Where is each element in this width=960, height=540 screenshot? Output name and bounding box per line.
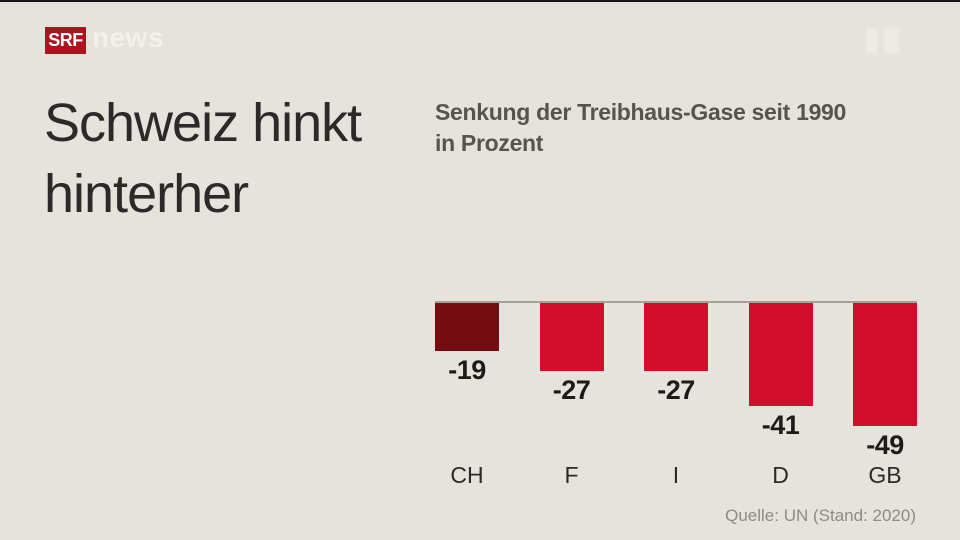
chart-title-line2: in Prozent [435,130,544,156]
category-label-ch: CH [450,462,484,488]
srf-logo: SRF [45,27,86,54]
srf-logo-text: SRF [48,30,83,50]
bar-i [644,303,708,371]
chart-bars: -19 -27 -27 -41 -49 [435,303,917,461]
bar-column-ch: -19 [435,303,499,461]
page-title: Schweiz hinkt hinterher [44,88,362,230]
bar-d [748,303,813,406]
bar-column-d: -41 [748,303,813,461]
chart-title-line1: Senkung der Treibhaus-Gase seit 1990 [435,99,847,125]
chart-title: Senkung der Treibhaus-Gase seit 1990 in … [435,97,846,159]
page-title-line2: hinterher [44,164,249,224]
bar-f [539,303,604,371]
category-label-i: I [672,462,680,488]
watermark-icon [866,28,902,53]
chart-baseline [435,301,917,303]
value-label-ch: -19 [448,355,486,385]
value-label-gb: -49 [866,430,904,460]
bar-column-f: -27 [539,303,604,461]
bar-column-i: -27 [644,303,708,461]
category-label-f: F [564,462,579,488]
chart-categories: CH F I D GB [435,462,917,489]
brand-news: news [92,22,165,53]
watermark-shape-1 [866,28,877,53]
bar-gb [853,303,917,426]
category-label-d: D [772,462,789,488]
bar-ch [435,303,499,351]
page-title-line1: Schweiz hinkt [44,93,362,153]
top-border [0,0,960,2]
bar-column-gb: -49 [853,303,917,461]
value-label-f: -27 [552,375,591,405]
watermark-shape-2 [884,28,899,53]
value-label-i: -27 [657,375,695,405]
value-label-d: -41 [761,410,800,440]
category-label-gb: GB [868,462,902,488]
source-note: Quelle: UN (Stand: 2020) [725,506,916,525]
